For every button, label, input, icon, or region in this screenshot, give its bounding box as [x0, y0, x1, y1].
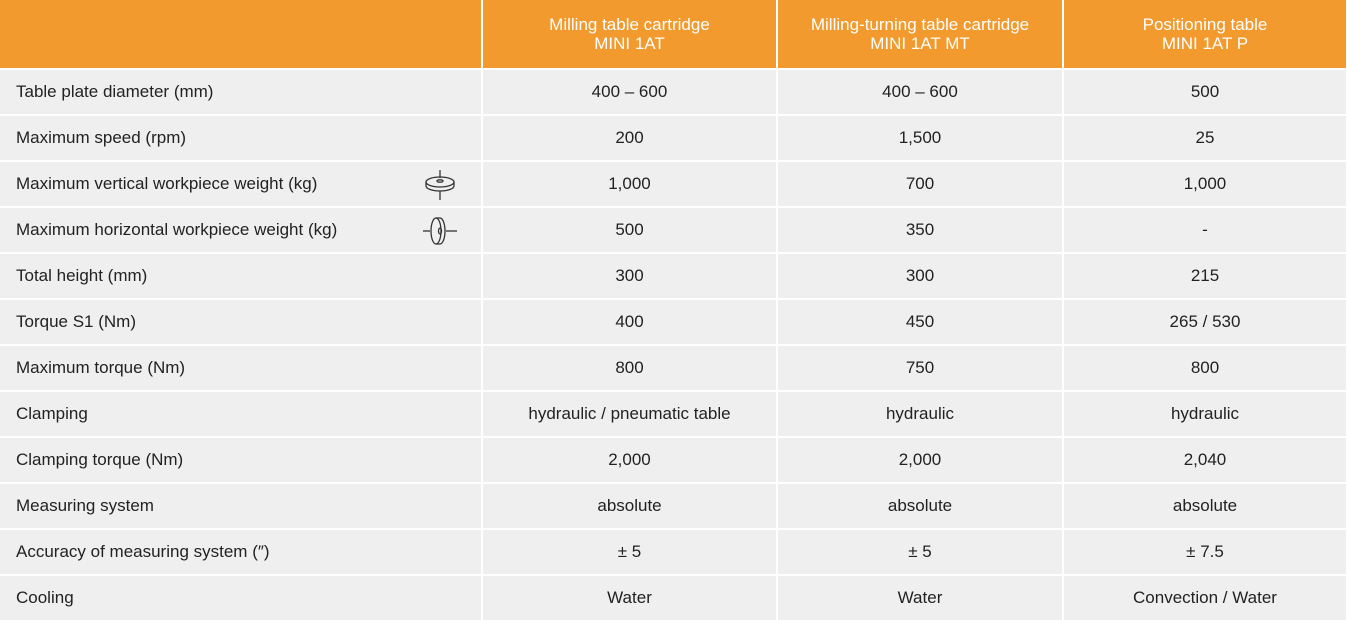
- table-row: Cooling Water Water Convection / Water: [0, 574, 1347, 620]
- table-row: Maximum vertical workpiece weight (kg) 1,…: [0, 160, 1347, 207]
- cell: absolute: [482, 482, 778, 529]
- column-header-line: MINI 1AT MT: [870, 34, 970, 53]
- cell: ± 5: [482, 528, 778, 575]
- cell: 25: [1063, 114, 1347, 161]
- cell: absolute: [1063, 482, 1347, 529]
- row-label: Clamping torque (Nm): [0, 436, 483, 483]
- table-row: Table plate diameter (mm) 400 – 600 400 – …: [0, 68, 1347, 115]
- column-header: Milling table cartridge MINI 1AT: [482, 0, 778, 69]
- column-header-line: MINI 1AT: [594, 34, 665, 53]
- cell: 1,500: [777, 114, 1064, 161]
- cell: 2,000: [482, 436, 778, 483]
- cell: -: [1063, 206, 1347, 253]
- cell: ± 7.5: [1063, 528, 1347, 575]
- table-body: Table plate diameter (mm) 400 – 600 400 – …: [0, 68, 1347, 620]
- cell: Convection / Water: [1063, 574, 1347, 620]
- table-row: Clamping torque (Nm) 2,000 2,000 2,040: [0, 436, 1347, 483]
- table-row: Accuracy of measuring system (″) ± 5 ± 5 ± …: [0, 528, 1347, 575]
- cell: 500: [1063, 68, 1347, 115]
- row-label: Accuracy of measuring system (″): [0, 528, 483, 575]
- table-row: Measuring system absolute absolute absolute: [0, 482, 1347, 529]
- column-header-line: Positioning table: [1142, 15, 1268, 34]
- cell: 1,000: [482, 160, 778, 207]
- row-label: Maximum speed (rpm): [0, 114, 483, 161]
- cell: 400 – 600: [777, 68, 1064, 115]
- cell: absolute: [777, 482, 1064, 529]
- cell: 350: [777, 206, 1064, 253]
- table-row: Clamping hydraulic / pneumatic table hydra…: [0, 390, 1347, 437]
- row-label: Table plate diameter (mm): [0, 68, 483, 115]
- header-row: Milling table cartridge MINI 1AT Milling-t…: [0, 0, 1347, 69]
- cell: ± 5: [777, 528, 1064, 575]
- cell: 800: [482, 344, 778, 391]
- table-row: Maximum horizontal workpiece weight (kg)…: [0, 206, 1347, 253]
- row-label: Measuring system: [0, 482, 483, 529]
- vertical-icon: [425, 170, 455, 200]
- cell: 500: [482, 206, 778, 253]
- table-row: Maximum torque (Nm) 800 750 800: [0, 344, 1347, 391]
- cell: Water: [777, 574, 1064, 620]
- cell: 2,040: [1063, 436, 1347, 483]
- horizontal-icon: [423, 217, 457, 245]
- table-row: Maximum speed (rpm) 200 1,500 25: [0, 114, 1347, 161]
- cell: 450: [777, 298, 1064, 345]
- cell: Water: [482, 574, 778, 620]
- column-header-line: Milling table cartridge: [549, 15, 710, 34]
- row-label: Maximum horizontal workpiece weight (kg): [0, 206, 483, 253]
- row-label: Total height (mm): [0, 252, 483, 299]
- cell: 400 – 600: [482, 68, 778, 115]
- cell: 2,000: [777, 436, 1064, 483]
- table-row: Total height (mm) 300 300 215: [0, 252, 1347, 299]
- column-header: Positioning table MINI 1AT P: [1063, 0, 1347, 69]
- cell: 1,000: [1063, 160, 1347, 207]
- cell: 750: [777, 344, 1064, 391]
- row-label: Maximum vertical workpiece weight (kg): [0, 160, 483, 207]
- cell: 215: [1063, 252, 1347, 299]
- cell: hydraulic: [1063, 390, 1347, 437]
- row-label: Clamping: [0, 390, 483, 437]
- header-blank: [0, 0, 483, 69]
- cell: hydraulic / pneumatic table: [482, 390, 778, 437]
- row-label: Maximum torque (Nm): [0, 344, 483, 391]
- cell: 300: [777, 252, 1064, 299]
- row-label: Torque S1 (Nm): [0, 298, 483, 345]
- column-header-line: MINI 1AT P: [1161, 34, 1249, 53]
- cell: 800: [1063, 344, 1347, 391]
- row-label: Cooling: [0, 574, 483, 620]
- cell: 265 / 530: [1063, 298, 1347, 345]
- column-header: Milling-turning table cartridge MINI 1AT …: [777, 0, 1064, 69]
- cell: 200: [482, 114, 778, 161]
- column-header-line: Milling-turning table cartridge: [810, 15, 1030, 34]
- cell: 400: [482, 298, 778, 345]
- cell: hydraulic: [777, 390, 1064, 437]
- table-row: Torque S1 (Nm) 400 450 265 / 530: [0, 298, 1347, 345]
- cell: 300: [482, 252, 778, 299]
- cell: 700: [777, 160, 1064, 207]
